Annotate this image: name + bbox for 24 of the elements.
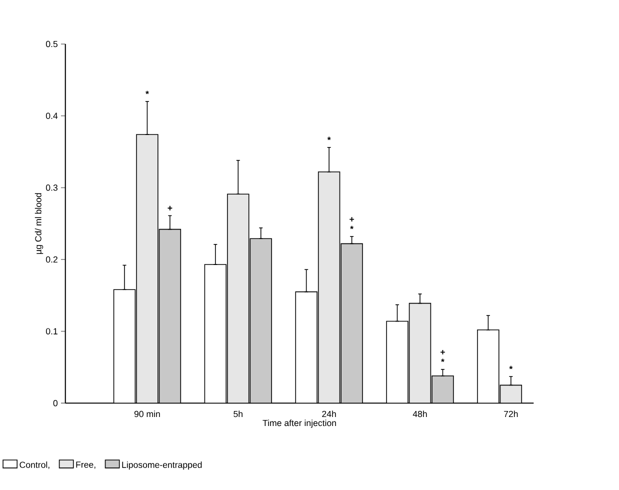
legend-label: Control, [20,461,50,469]
legend-label: Liposome-entrapped [122,461,202,470]
legend-label: Free, [76,461,96,469]
annotation: + [168,206,172,210]
y-axis-title: µg Cd/ ml blood [34,193,44,254]
annotation: * [146,90,149,94]
annotation: + [350,216,354,222]
annotation: * [350,226,354,230]
x-axis-title: Time after injection [262,420,336,428]
y-tick-label: 0.3 [46,184,58,191]
y-tick-label: 0.2 [46,256,58,262]
y-tick-label: 0 [53,400,58,406]
x-tick-label: 72h [504,410,518,417]
annotation: * [441,358,444,362]
x-tick-label: 48h [412,410,427,417]
annotation: + [440,350,445,354]
y-tick-label: 0.1 [46,328,58,334]
y-tick-label: 0.4 [46,112,58,119]
y-tick-label: 0.5 [46,40,58,47]
annotation: * [509,366,513,370]
x-tick-label: 90 min [134,410,160,417]
x-tick-label: 24h [322,410,336,417]
annotation: * [327,136,331,140]
x-tick-label: 5h [234,410,242,417]
